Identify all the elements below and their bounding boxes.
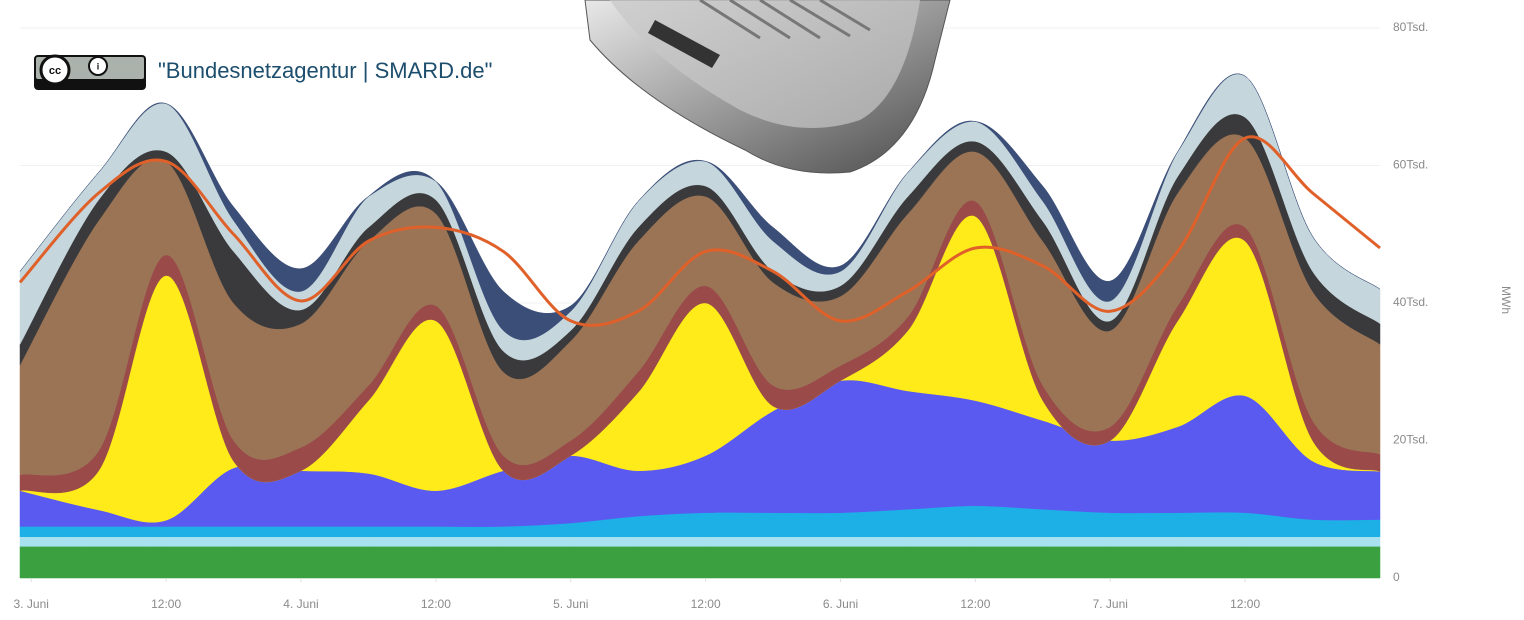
- x-tick-label: 12:00: [691, 597, 721, 611]
- svg-text:cc: cc: [49, 65, 61, 77]
- x-tick-label: 7. Juni: [1093, 597, 1128, 611]
- svg-text:i: i: [97, 61, 100, 71]
- x-tick-label: 12:00: [960, 597, 990, 611]
- y-tick-label: 40Tsd.: [1393, 295, 1428, 309]
- chart: cc i "Bundesnetzagentur | SMARD.de" MWh …: [0, 0, 1524, 620]
- appliance-photo: [585, 0, 950, 173]
- x-tick-label: 3. Juni: [14, 597, 49, 611]
- y-tick-label: 20Tsd.: [1393, 433, 1428, 447]
- y-tick-label: 0: [1393, 570, 1400, 584]
- stacked-area: [20, 537, 1380, 547]
- y-axis-label: MWh: [1499, 286, 1513, 314]
- y-tick-label: 60Tsd.: [1393, 158, 1428, 172]
- attribution: "Bundesnetzagentur | SMARD.de": [158, 58, 492, 83]
- x-tick-label: 12:00: [151, 597, 181, 611]
- page: cc i "Bundesnetzagentur | SMARD.de" MWh …: [0, 0, 1524, 620]
- license-badge: cc i: [34, 55, 146, 90]
- y-tick-label: 80Tsd.: [1393, 20, 1428, 34]
- stacked-area: [20, 546, 1380, 578]
- x-tick-label: 12:00: [1230, 597, 1260, 611]
- x-tick-label: 12:00: [421, 597, 451, 611]
- x-tick-label: 4. Juni: [283, 597, 318, 611]
- x-tick-label: 5. Juni: [553, 597, 588, 611]
- x-tick-label: 6. Juni: [823, 597, 858, 611]
